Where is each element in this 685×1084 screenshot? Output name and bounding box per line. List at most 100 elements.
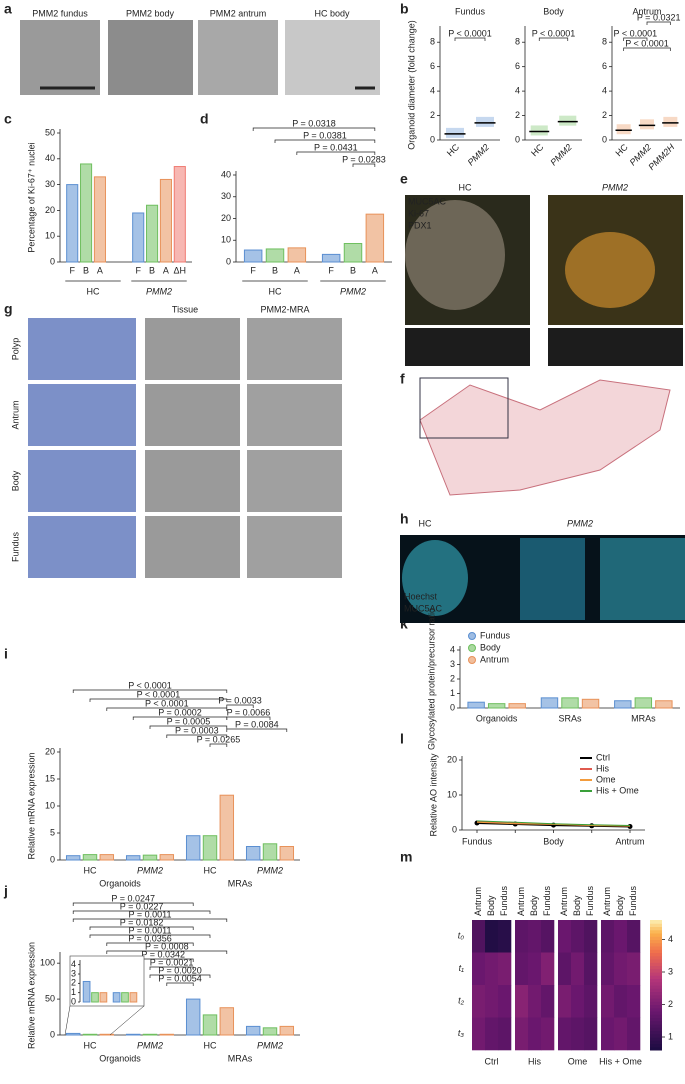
bar <box>540 697 559 709</box>
bar-label: F <box>250 265 256 275</box>
heatmap-cell <box>584 952 598 986</box>
significance-bracket <box>149 966 194 970</box>
colorbar <box>650 929 662 934</box>
heatmap-cell <box>541 1017 555 1051</box>
y-tick-label: 5 <box>50 827 55 837</box>
annotation: P = 0.0431 <box>314 142 358 152</box>
annotation: P = 0.0356 <box>128 933 172 943</box>
significance-bracket <box>623 37 648 41</box>
heatmap-cell <box>627 1017 641 1051</box>
bar <box>561 697 579 709</box>
inset-bar <box>91 992 99 1003</box>
bar <box>142 854 158 861</box>
strip-cloud <box>559 115 577 126</box>
heatmap-cell <box>601 952 615 986</box>
heatmap-cell <box>558 920 572 953</box>
significance-bracket <box>166 734 228 738</box>
significance-bracket <box>89 934 211 938</box>
significance-bracket <box>106 942 194 946</box>
heatmap-cell <box>571 1017 585 1051</box>
bar <box>634 697 653 709</box>
annotation: P = 0.0381 <box>303 130 347 140</box>
heatmap-cell <box>584 1017 598 1051</box>
colorbar <box>650 1033 662 1038</box>
bar <box>365 213 385 263</box>
x-tick-label: HC <box>445 142 462 159</box>
series-line <box>476 820 631 826</box>
image-label: HC <box>459 182 472 192</box>
organoid <box>402 540 468 616</box>
y-tick-label: 1 <box>450 688 455 698</box>
group-label: MRAs <box>228 878 253 888</box>
y-tick-label: 8 <box>515 37 520 47</box>
bar <box>159 854 175 861</box>
heatmap-cell <box>601 985 615 1018</box>
colorbar <box>650 939 662 944</box>
row-label: Polyp <box>10 338 20 361</box>
heatmap-cell <box>472 952 486 986</box>
micrograph <box>520 538 585 620</box>
bar-label: B <box>83 265 89 275</box>
colorbar <box>650 1007 662 1012</box>
heatmap-cell <box>614 952 628 986</box>
significance-bracket <box>209 743 228 747</box>
colorbar <box>650 949 662 953</box>
significance-bracket <box>252 127 376 131</box>
column-label: Fundus <box>585 885 595 916</box>
y-tick-label: 10 <box>221 235 231 245</box>
annotation: P = 0.0020 <box>158 965 202 975</box>
column-label: Body <box>486 895 496 916</box>
annotation: P = 0.0084 <box>235 719 279 729</box>
y-tick-label: 0 <box>50 256 55 266</box>
stain-label: MUC5AC <box>404 603 443 613</box>
colorbar <box>650 959 662 963</box>
y-tick-label: 8 <box>602 37 607 47</box>
bar <box>655 700 673 709</box>
heatmap-cell <box>498 952 512 986</box>
annotation: P = 0.0318 <box>292 118 336 128</box>
inset-connector <box>109 1005 145 1036</box>
x-tick-label: HC <box>613 142 630 159</box>
annotation: P = 0.0021 <box>150 957 194 967</box>
bar-label: A <box>97 265 103 275</box>
x-tick-label: HC <box>529 142 546 159</box>
heatmap-cell <box>571 952 585 986</box>
heatmap-cell <box>498 920 512 953</box>
significance-bracket <box>538 37 569 41</box>
significance-bracket <box>89 926 194 930</box>
x-tick-label: HC <box>84 865 97 875</box>
annotation: P = 0.0265 <box>197 734 241 744</box>
colorbar <box>650 981 662 986</box>
x-tick-label: PMM2 <box>340 286 366 296</box>
bar <box>132 212 145 263</box>
y-axis-label: Percentage of Ki-67⁺ nuclei <box>26 142 36 252</box>
bar <box>82 854 98 861</box>
y-tick-label: 30 <box>221 191 231 201</box>
heatmap-cell <box>472 1017 486 1051</box>
column-label: PMM2-MRA <box>261 304 310 314</box>
y-tick-label: 8 <box>430 37 435 47</box>
bar <box>219 794 235 861</box>
bar-label: B <box>272 265 278 275</box>
heatmap-cell <box>571 920 585 953</box>
annotation: P = 0.0005 <box>167 716 211 726</box>
y-axis-label: Relative mRNA expression <box>26 942 36 1049</box>
panel-letter: c <box>4 111 12 127</box>
chart-title: Body <box>543 6 564 16</box>
legend-label: Ctrl <box>596 752 610 762</box>
y-tick-label: 10 <box>45 800 55 810</box>
colorbar <box>650 1020 662 1025</box>
panel-letter: j <box>3 883 8 899</box>
bar <box>219 1007 235 1036</box>
y-tick-label: 100 <box>40 958 55 968</box>
heatmap-cell <box>485 985 499 1018</box>
colorbar <box>650 1040 662 1044</box>
heatmap-cell <box>571 985 585 1018</box>
heatmap-cell <box>472 985 486 1018</box>
y-tick-label: 20 <box>45 205 55 215</box>
annotation: P = 0.0002 <box>158 707 202 717</box>
image-label: PMM2 antrum <box>210 8 267 18</box>
group-label: Organoids <box>99 878 141 888</box>
x-tick-label: HC <box>204 1040 217 1050</box>
